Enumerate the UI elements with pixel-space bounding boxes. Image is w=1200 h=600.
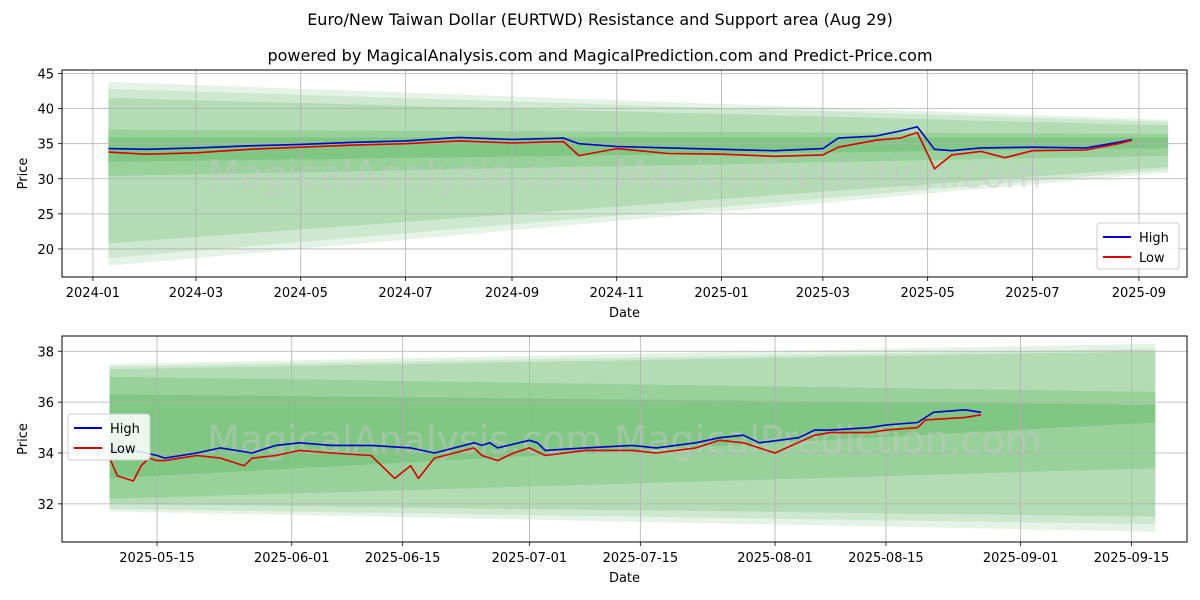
y-tick-label: 38 xyxy=(37,345,54,360)
y-axis-label: Price xyxy=(16,158,31,190)
forecast-band xyxy=(109,351,1156,517)
x-tick-label: 2025-07 xyxy=(1005,286,1059,301)
y-axis-label: Price xyxy=(16,423,31,455)
forecast-band xyxy=(109,394,1156,479)
y-tick-label: 20 xyxy=(37,243,54,258)
watermark: MagicalAnalysis.com MagicalPrediction.co… xyxy=(207,153,1042,197)
x-tick-label: 2024-01 xyxy=(66,286,120,301)
panel-2: 2025-05-15 2025-06-01 2025-06-15 2025-07-01… xyxy=(16,335,1188,586)
legend-box xyxy=(1096,222,1180,270)
y-tick-label: 45 xyxy=(37,68,54,83)
chart-subtitle: powered by MagicalAnalysis.com and Magic… xyxy=(267,46,933,65)
x-tick-label: 2025-09-01 xyxy=(983,551,1059,566)
y-tick-label: 25 xyxy=(37,208,54,223)
legend-label-low: Low xyxy=(110,442,136,457)
x-tick-label: 2025-08-15 xyxy=(848,551,924,566)
x-tick-label: 2025-01 xyxy=(694,286,748,301)
legend: High Low xyxy=(1096,222,1180,270)
x-tick-label: 2025-08-01 xyxy=(737,551,813,566)
plot-frame xyxy=(61,69,1188,278)
legend: High Low xyxy=(67,413,151,461)
forecast-band xyxy=(108,81,1169,266)
x-axis-label: Date xyxy=(609,571,640,586)
x-tick-label: 2025-06-01 xyxy=(254,551,330,566)
series-line-high xyxy=(108,126,1133,152)
x-tick-label: 2024-11 xyxy=(590,286,644,301)
forecast-band xyxy=(109,376,1156,499)
x-tick-label: 2024-05 xyxy=(274,286,328,301)
x-tick-label: 2025-05-15 xyxy=(119,551,195,566)
x-tick-label: 2025-07-01 xyxy=(492,551,568,566)
series-line-low xyxy=(108,131,1133,170)
y-tick-label: 35 xyxy=(37,138,54,153)
x-tick-label: 2025-05 xyxy=(900,286,954,301)
y-tick-label: 36 xyxy=(37,396,54,411)
x-tick-label: 2025-03 xyxy=(796,286,850,301)
legend-box xyxy=(67,413,151,461)
forecast-band xyxy=(109,343,1156,532)
y-tick-label: 32 xyxy=(37,498,54,513)
legend-label-high: High xyxy=(110,422,140,437)
x-tick-label: 2025-06-15 xyxy=(365,551,441,566)
x-tick-label: 2024-03 xyxy=(169,286,223,301)
y-tick-label: 34 xyxy=(37,447,54,462)
forecast-band xyxy=(108,88,1169,259)
x-tick-label: 2025-07-15 xyxy=(603,551,679,566)
x-tick-label: 2024-09 xyxy=(485,286,539,301)
series-line-high xyxy=(109,408,982,459)
forecast-band xyxy=(109,348,1156,525)
series-line-low xyxy=(108,414,982,482)
forecast-band xyxy=(108,98,1169,244)
watermark: MagicalAnalysis.com MagicalPrediction.co… xyxy=(207,418,1042,462)
plot-frame xyxy=(61,335,1188,543)
x-tick-label: 2025-09-15 xyxy=(1094,551,1170,566)
x-tick-label: 2025-09 xyxy=(1112,286,1166,301)
legend-label-low: Low xyxy=(1139,251,1165,266)
y-tick-label: 30 xyxy=(37,173,54,188)
x-tick-label: 2024-07 xyxy=(378,286,432,301)
chart-title: Euro/New Taiwan Dollar (EURTWD) Resistan… xyxy=(307,10,893,29)
y-tick-label: 40 xyxy=(37,103,54,118)
x-axis-label: Date xyxy=(609,306,640,321)
legend-label-high: High xyxy=(1139,231,1169,246)
panel-1: 2024-01 2024-03 2024-05 2024-07 2024-09 2024-… xyxy=(16,68,1188,321)
